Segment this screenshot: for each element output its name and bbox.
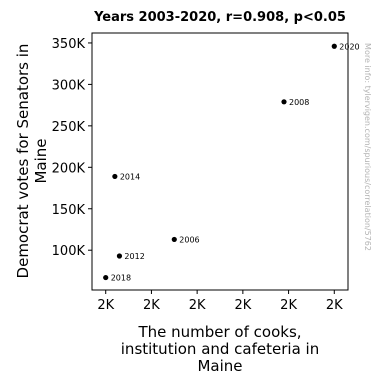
data-point-2018 [103,274,109,281]
data-points: 2020 2008 2014 2006 2012 2018 [103,42,360,283]
data-point-2006 [171,236,177,243]
y-axis: 100K 150K 200K 250K 300K 350K [52,37,92,259]
y-tick-label: 200K [52,161,86,176]
plot-area [91,32,349,291]
y-tick-label: 150K [52,203,86,218]
x-tick-label: 2K [97,298,114,313]
x-tick-label: 2K [326,298,343,313]
y-tick-label: 100K [52,244,86,259]
y-axis-label-line: Maine [32,138,50,183]
y-tick-label: 300K [52,78,86,93]
data-point-2008 [281,99,287,105]
x-tick-label: 2K [280,298,297,313]
data-point-2014 [112,173,118,180]
y-axis-label-line: Democrat votes for Senators in [14,44,32,279]
chart-title: Years 2003-2020, r=0.908, p<0.05 [93,10,346,25]
point-label-2018: 2018 [111,274,131,283]
x-axis: 2K 2K 2K 2K 2K 2K [97,290,343,313]
x-axis-label-line: Maine [197,357,242,375]
y-tick-label: 250K [52,120,86,135]
point-label-2006: 2006 [179,235,199,244]
x-tick-label: 2K [143,298,160,313]
x-tick-label: 2K [189,298,206,313]
y-tick-label: 350K [52,37,86,52]
point-label-2008: 2008 [289,98,309,107]
x-axis-label-line: The number of cooks, [137,323,301,341]
x-axis-label-line: institution and cafeteria in [121,340,319,358]
point-label-2020: 2020 [339,42,359,51]
watermark: More info: tylervigen.com/spurious/corre… [363,43,372,251]
data-point-2020 [331,43,337,49]
point-label-2012: 2012 [124,252,144,261]
x-axis-label: The number of cooks, institution and cafe… [121,323,319,375]
data-point-2012 [116,253,123,259]
x-tick-label: 2K [234,298,251,313]
y-axis-label: Democrat votes for Senators inMaine [14,44,50,279]
point-label-2014: 2014 [120,172,140,181]
